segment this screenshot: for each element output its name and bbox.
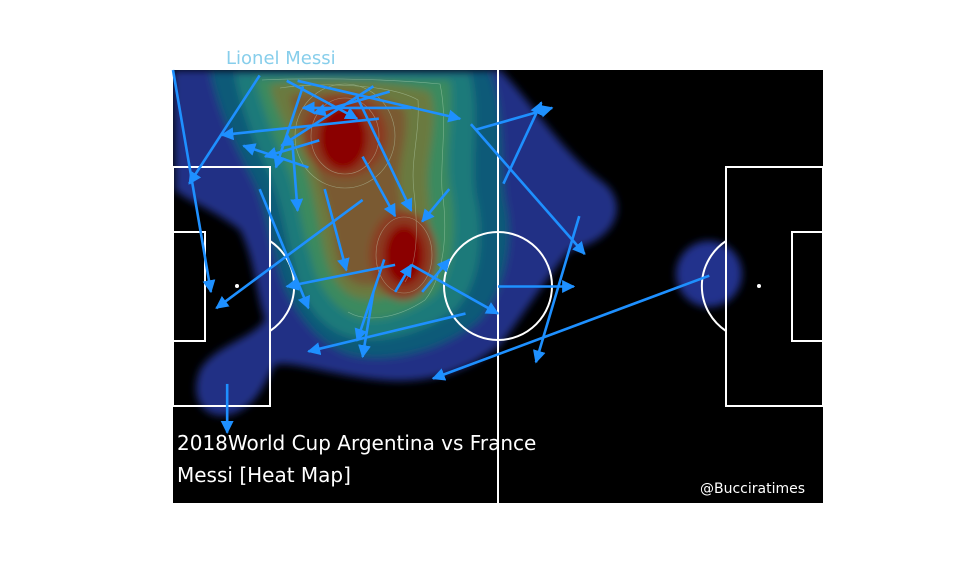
- heat-density-layer: [173, 70, 742, 416]
- right-penalty-arc: [700, 240, 727, 332]
- pass-arrow-4: [286, 79, 359, 120]
- pass-arrow-10: [273, 85, 305, 169]
- left-penalty-spot: [235, 284, 239, 288]
- pass-arrow-23: [410, 263, 500, 315]
- right-six-yard-box: [791, 231, 824, 342]
- pass-arrow-25: [354, 259, 386, 342]
- pass-arrow-16: [421, 188, 451, 223]
- pass-arrow-6: [312, 90, 391, 117]
- pass-arrow-21: [323, 188, 350, 272]
- pass-arrow-22: [285, 263, 396, 291]
- pass-arrow-31: [431, 274, 710, 381]
- pass-arrow-26: [358, 291, 375, 359]
- pass-arrow-20: [215, 198, 364, 310]
- pass-arrow-12: [242, 143, 309, 169]
- player-name-label: Lionel Messi: [226, 48, 336, 69]
- pass-arrow-24: [393, 263, 413, 293]
- pass-arrow-3: [297, 79, 462, 123]
- chart-title: 2018World Cup Argentina vs France: [177, 431, 536, 455]
- chart-subtitle: Messi [Heat Map]: [177, 463, 351, 487]
- right-penalty-spot: [757, 284, 761, 288]
- pass-arrow-28: [307, 312, 466, 356]
- passes-layer: [171, 69, 710, 434]
- pass-arrow-7: [355, 96, 413, 212]
- pass-arrow-14: [258, 188, 310, 310]
- pass-arrow-27: [421, 258, 451, 293]
- pass-arrow-8: [220, 117, 379, 141]
- heat-peak-lower: [384, 225, 424, 285]
- pass-arrow-15: [361, 155, 397, 218]
- pass-arrow-19: [469, 123, 586, 256]
- heat-contour-blob: [676, 241, 742, 307]
- pass-arrow-5: [280, 85, 375, 147]
- credit-label: @Bucciratimes: [700, 481, 805, 497]
- pass-arrow-13: [290, 140, 304, 213]
